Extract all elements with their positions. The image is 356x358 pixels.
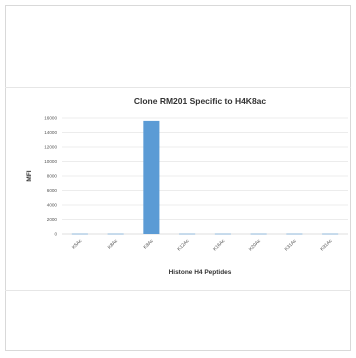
bars	[71, 120, 339, 235]
x-axis-tick-labels: K5Ac K8Ac K8Ac K12Ac K16Ac K20Ac K31Ac K91Ac	[71, 238, 334, 253]
bar	[214, 233, 231, 235]
x-tick-label: K8Ac	[142, 238, 155, 251]
x-tick-label: K16Ac	[212, 238, 227, 253]
y-tick-label: 4000	[47, 203, 58, 208]
bar	[179, 233, 196, 235]
bar	[322, 233, 339, 235]
x-tick-label: K8Ac	[107, 238, 120, 251]
y-axis-tick-labels: 0 2000 4000 6000 8000 10000 12000 14000 16000	[44, 116, 57, 237]
bar	[143, 120, 160, 234]
y-tick-label: 10000	[44, 159, 57, 164]
x-tick-label: K20Ac	[248, 238, 263, 253]
y-tick-label: 8000	[47, 174, 58, 179]
x-tick-label: K12Ac	[176, 238, 191, 253]
x-tick-label: K91Ac	[319, 238, 334, 253]
bar	[250, 233, 267, 235]
bar	[286, 233, 303, 235]
y-axis-title: MFI	[26, 170, 33, 181]
bar	[107, 233, 124, 235]
chart-title: Clone RM201 Specific to H4K8ac	[134, 96, 267, 106]
y-tick-label: 12000	[44, 145, 57, 150]
gridlines	[62, 117, 348, 235]
x-tick-label: K31Ac	[284, 238, 299, 253]
y-tick-label: 6000	[47, 188, 58, 193]
panel-divider-bottom	[5, 290, 351, 291]
y-tick-label: 14000	[44, 130, 57, 135]
y-tick-label: 16000	[44, 116, 57, 121]
bar	[71, 233, 88, 235]
panel-divider-top	[5, 87, 351, 88]
y-tick-label: 2000	[47, 217, 58, 222]
x-axis-title: Histone H4 Peptides	[169, 269, 232, 276]
figure-frame	[5, 5, 351, 351]
x-tick-label: K5Ac	[71, 238, 84, 251]
y-tick-label: 0	[54, 232, 57, 237]
